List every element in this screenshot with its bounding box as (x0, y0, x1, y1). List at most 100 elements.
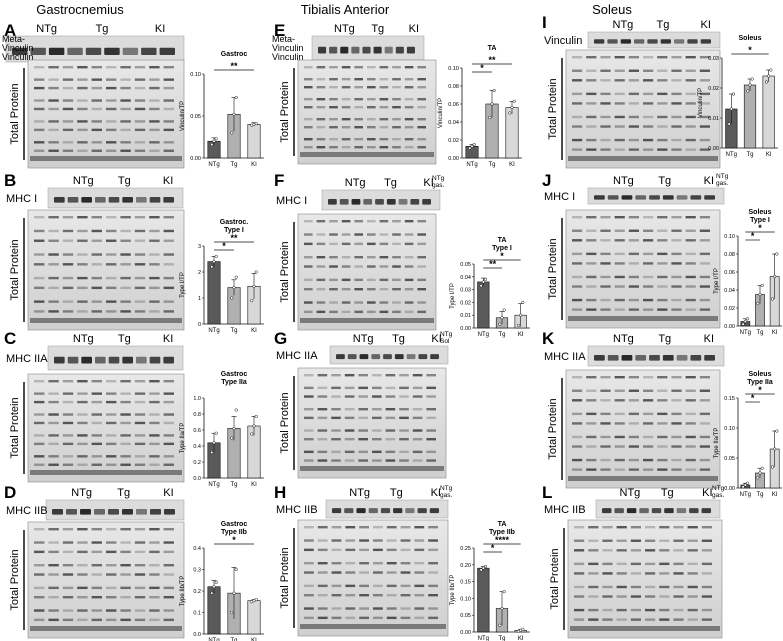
gel-band (34, 380, 45, 383)
y-tick-label: 0.03 (708, 56, 719, 62)
gel-band (91, 286, 102, 290)
x-tick-label: KI (251, 638, 257, 641)
panel-letter-k: K (542, 329, 555, 348)
gel-band (48, 216, 59, 219)
gel-band (414, 539, 425, 542)
gel-band (600, 389, 611, 392)
band (704, 195, 715, 200)
gel-band (643, 445, 654, 448)
gel-band (586, 79, 597, 82)
gel-band (317, 429, 328, 432)
gel-band (304, 66, 313, 69)
gel-band (91, 541, 102, 544)
gel-band (316, 98, 326, 101)
gel-band (614, 298, 625, 302)
gel-band (671, 69, 682, 72)
gel-band (304, 438, 314, 441)
gel-band (643, 252, 654, 256)
gel-band (392, 98, 401, 101)
gel-band (62, 550, 74, 554)
gel-band (316, 233, 326, 236)
gel-band (134, 541, 146, 544)
gel-band (367, 310, 376, 314)
gel-band (91, 66, 102, 69)
gel-band (671, 435, 682, 439)
gel-band (34, 216, 45, 219)
gel-band (62, 107, 74, 111)
gel-band (372, 429, 382, 432)
gel-band (77, 455, 88, 458)
gel-band (341, 106, 351, 109)
gel-band (34, 107, 45, 111)
gel-band (659, 539, 670, 542)
gel-band (341, 220, 351, 223)
gel-band (385, 459, 396, 462)
data-point (468, 146, 472, 150)
bar (477, 567, 490, 633)
lane-label: NTg (613, 333, 634, 345)
gel-band (404, 278, 414, 282)
gel-band (628, 69, 639, 72)
y-tick-label: 0.00 (460, 326, 471, 332)
gel-band (600, 298, 611, 302)
gel-band (317, 450, 328, 454)
gel-band (671, 262, 682, 265)
gel-band (659, 595, 670, 598)
lane-label: KI (163, 175, 173, 187)
gel-band (367, 256, 376, 259)
band (122, 197, 133, 203)
y-tick-label: 0.05 (460, 613, 471, 619)
gel-band (671, 298, 682, 302)
extra-lane-label: gas. (716, 180, 728, 187)
gel-band (572, 148, 583, 151)
extra-lane-label: gas. (712, 492, 724, 499)
gel-band (106, 300, 117, 303)
gel-band (379, 256, 389, 259)
gel-band (106, 66, 117, 69)
data-point (232, 112, 236, 116)
y-tick-label: 3 (198, 244, 201, 250)
gel-band (657, 229, 668, 232)
gel-band (628, 216, 639, 219)
gel-band (600, 252, 611, 256)
lane-label: KI (423, 177, 433, 189)
band (373, 46, 382, 54)
gel-band (149, 99, 160, 102)
band (108, 356, 120, 364)
gel-band (106, 310, 117, 313)
gel-band (134, 216, 146, 219)
gel-band (359, 584, 369, 588)
gel-band (379, 98, 389, 101)
gel-band (392, 288, 401, 291)
gel-band (643, 458, 654, 462)
panel-letter-c: C (4, 329, 16, 348)
gel-band (344, 395, 355, 398)
gel-band (317, 548, 328, 552)
gel-band (379, 278, 389, 282)
gel-band (367, 265, 376, 268)
gel-band (574, 549, 585, 552)
gel-band (345, 594, 356, 597)
gel-band (34, 618, 45, 622)
gel-band (77, 586, 88, 590)
gel-band (77, 149, 88, 152)
gel-band (699, 412, 710, 416)
blot-label: Meta- (2, 34, 25, 44)
y-axis-label: Type I/TP (450, 283, 456, 309)
gel-band (91, 400, 102, 404)
gel-band (163, 380, 174, 383)
gel-band (304, 265, 313, 268)
gel-band (426, 374, 436, 377)
gel-band (379, 242, 389, 246)
gel-band (671, 389, 682, 392)
data-point (769, 68, 773, 72)
gel-band (699, 92, 710, 96)
chart-title: Type I (750, 217, 770, 224)
gel-band (149, 216, 160, 219)
gel-band (91, 216, 102, 219)
gel-band (48, 141, 59, 144)
gel-band (48, 276, 59, 280)
gel-band (34, 573, 45, 576)
